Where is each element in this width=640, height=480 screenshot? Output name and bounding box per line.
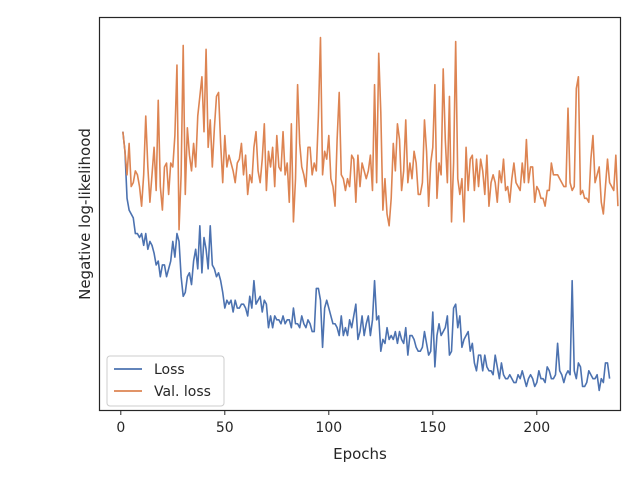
- x-tick-label: 200: [523, 420, 550, 436]
- legend-label-loss: Loss: [154, 362, 185, 378]
- plot-frame: [98, 16, 622, 412]
- x-axis-ticks: 0 50 100 150 200: [116, 410, 550, 436]
- legend: Loss Val. loss: [106, 355, 225, 407]
- x-tick-label: 0: [116, 420, 125, 436]
- x-tick-label: 100: [315, 420, 342, 436]
- x-tick-label: 150: [419, 420, 446, 436]
- series-layer: [122, 36, 619, 392]
- series-line-val-loss: [122, 36, 619, 231]
- x-tick-label: 50: [216, 420, 234, 436]
- x-axis-label: Epochs: [333, 445, 387, 463]
- y-axis-label: Negative log-likelihood: [76, 128, 94, 300]
- series-line-loss: [122, 131, 611, 392]
- legend-label-val-loss: Val. loss: [154, 384, 211, 400]
